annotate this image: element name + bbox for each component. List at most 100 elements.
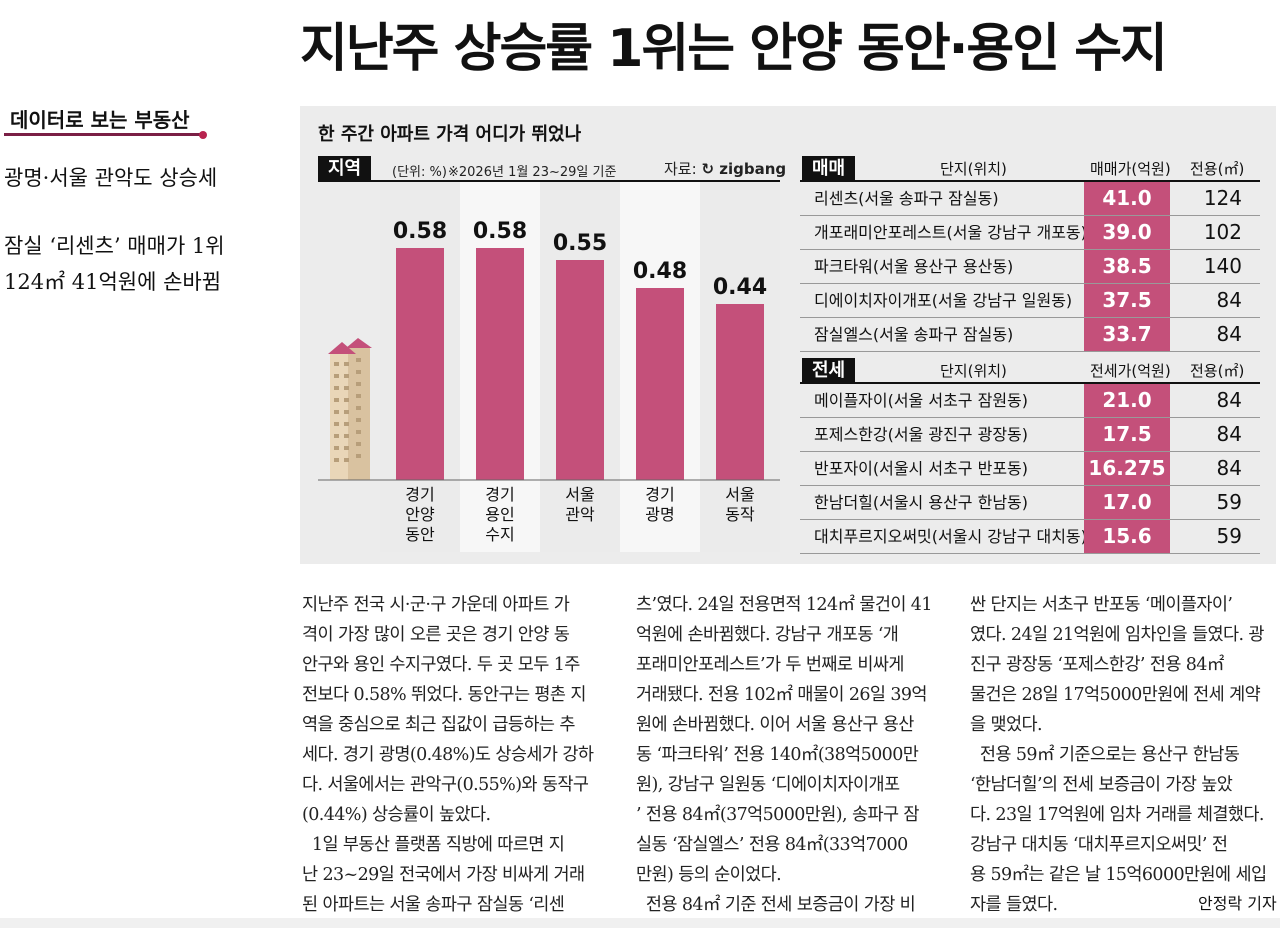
chart-data-label: 0.55 xyxy=(553,231,607,256)
chart-category-label: 동안 xyxy=(405,525,435,544)
article-line: 원에 손바뀜했다. 이어 서울 용산구 용산 xyxy=(636,715,914,735)
article-line: 세다. 경기 광명(0.48%)도 상승세가 강하 xyxy=(302,745,594,765)
headline: 지난주 상승률 1위는 안양 동안·용인 수지 xyxy=(300,19,1168,79)
jeonse-col-complex: 단지(위치) xyxy=(940,362,1007,380)
page-bottom-bar xyxy=(0,918,1280,928)
article-line: 거래됐다. 전용 102㎡ 매물이 26일 39억 xyxy=(636,685,928,705)
article-line: 안구와 용인 수지구였다. 두 곳 모두 1주 xyxy=(302,655,580,675)
jeonse-header-rule xyxy=(800,382,1260,384)
article-line: ‘한남더힐’의 전세 보증금이 가장 높았 xyxy=(970,775,1233,795)
sale-area: 140 xyxy=(1203,254,1242,278)
sale-area: 84 xyxy=(1216,288,1242,312)
article-line: 1일 부동산 플랫폼 직방에 따르면 지 xyxy=(302,835,565,855)
sale-col-area: 전용(㎡) xyxy=(1190,160,1245,178)
article-line: 실동 ‘잠실엘스’ 전용 84㎡(33억7000 xyxy=(636,835,908,855)
jeonse-complex-name: 메이플자이(서울 서초구 잠원동) xyxy=(814,391,1029,410)
jeonse-complex-name: 반포자이(서울시 서초구 반포동) xyxy=(814,459,1029,478)
chart-category-label: 동작 xyxy=(725,505,755,524)
article-line: 싼 단지는 서초구 반포동 ‘메이플자이’ xyxy=(970,595,1233,615)
jeonse-price: 17.0 xyxy=(1084,486,1170,519)
article-line: 만원) 등의 순이었다. xyxy=(636,865,782,885)
sale-complex-name: 파크타워(서울 용산구 용산동) xyxy=(814,257,1014,276)
jeonse-area: 84 xyxy=(1216,422,1242,446)
article-line: 강남구 대치동 ‘대치푸르지오써밋’ 전 xyxy=(970,835,1228,855)
byline: 안정락 기자 xyxy=(1198,894,1277,913)
chart-bar xyxy=(716,304,764,480)
sale-tag: 매매 xyxy=(802,156,856,182)
jeonse-area: 84 xyxy=(1216,388,1242,412)
jeonse-area: 84 xyxy=(1216,456,1242,480)
infographic-title: 한 주간 아파트 가격 어디가 뛰었나 xyxy=(318,124,582,145)
jeonse-tag: 전세 xyxy=(802,358,856,384)
section-title-underline xyxy=(4,133,200,136)
unit-note: (단위: %) xyxy=(392,165,447,180)
article-line: 진구 광장동 ‘포제스한강’ 전용 84㎡ xyxy=(970,655,1224,675)
chart-category-label: 서울 xyxy=(565,485,594,504)
article-column-2: 츠’였다. 24일 전용면적 124㎡ 물건이 41 억원에 손바뀜했다. 강남구… xyxy=(636,590,932,920)
chart-category-label: 경기 xyxy=(485,485,514,504)
chart-bar xyxy=(636,288,684,480)
jeonse-price: 17.5 xyxy=(1084,418,1170,451)
sale-price: 33.7 xyxy=(1084,318,1170,351)
summary-line-2: 잠실 ‘리센츠’ 매매가 1위 xyxy=(4,234,225,258)
article-line: 자를 들였다. xyxy=(970,895,1058,915)
article-line: 였다. 24일 21억원에 임차인을 들였다. 광 xyxy=(970,625,1264,645)
sale-complex-name: 리센츠(서울 송파구 잠실동) xyxy=(814,189,999,208)
article-line: 용 59㎡는 같은 날 15억6000만원에 세입 xyxy=(970,865,1267,885)
jeonse-col-price: 전세가(억원) xyxy=(1090,362,1171,380)
chart-category-label: 관악 xyxy=(565,505,595,524)
infographic-panel: 한 주간 아파트 가격 어디가 뛰었나 지역 (단위: %) ※2026년 1월… xyxy=(300,106,1276,564)
article-line: 된 아파트는 서울 송파구 잠실동 ‘리센 xyxy=(302,895,565,915)
sale-complex-name: 잠실엘스(서울 송파구 잠실동) xyxy=(814,325,1014,344)
summary-line-1: 광명·서울 관악도 상승세 xyxy=(4,166,218,190)
jeonse-area: 59 xyxy=(1216,490,1242,514)
sale-area: 124 xyxy=(1203,186,1242,210)
sale-area: 84 xyxy=(1216,322,1242,346)
section-title-dot xyxy=(199,131,207,139)
summary-line-3: 124㎡ 41억원에 손바뀜 xyxy=(4,270,222,294)
chart-bar xyxy=(556,260,604,480)
sale-row: 리센츠(서울 송파구 잠실동) 41.0 124 xyxy=(800,182,1260,216)
sale-price: 38.5 xyxy=(1084,250,1170,283)
chart-bar xyxy=(396,248,444,480)
article-line: 다. 서울에서는 관악구(0.55%)와 동작구 xyxy=(302,775,589,795)
sale-col-price: 매매가(억원) xyxy=(1090,160,1171,178)
chart-category-label: 수지 xyxy=(485,525,514,544)
sale-area: 102 xyxy=(1203,220,1242,244)
article-line: 을 맺었다. xyxy=(970,715,1043,735)
article-line: 난 23~29일 전국에서 가장 비싸게 거래 xyxy=(302,865,585,885)
chart-data-label: 0.58 xyxy=(473,219,527,244)
apartment-building-icon xyxy=(328,338,372,480)
chart-bar xyxy=(476,248,524,480)
article-line: 전용 84㎡ 기준 전세 보증금이 가장 비 xyxy=(636,895,916,915)
zigbang-logo-icon: ↻ zigbang xyxy=(701,160,787,178)
sale-row: 파크타워(서울 용산구 용산동) 38.5 140 xyxy=(800,250,1260,284)
article-line: 물건은 28일 17억5000만원에 전세 계약 xyxy=(970,685,1261,705)
sale-col-complex: 단지(위치) xyxy=(940,160,1007,178)
article-line: 전용 59㎡ 기준으로는 용산구 한남동 xyxy=(970,745,1240,765)
jeonse-price: 21.0 xyxy=(1084,384,1170,417)
article-line: 전보다 0.58% 뛰었다. 동안구는 평촌 지 xyxy=(302,685,586,705)
jeonse-row: 대치푸르지오써밋(서울시 강남구 대치동) 15.6 59 xyxy=(800,520,1260,554)
sale-price: 41.0 xyxy=(1084,182,1170,215)
source-label: 자료: xyxy=(664,160,697,178)
source: 자료: ↻ zigbang xyxy=(664,158,786,179)
article-line: (0.44%) 상승률이 높았다. xyxy=(302,805,491,825)
article-line: 원), 강남구 일원동 ‘디에이치자이개포 xyxy=(636,775,900,795)
jeonse-row: 메이플자이(서울 서초구 잠원동) 21.0 84 xyxy=(800,384,1260,418)
jeonse-complex-name: 포제스한강(서울 광진구 광장동) xyxy=(814,425,1029,444)
chart-category-label: 안양 xyxy=(405,505,435,524)
article-column-3: 싼 단지는 서초구 반포동 ‘메이플자이’ 였다. 24일 21억원에 임차인을 … xyxy=(970,590,1267,920)
chart-category-label: 경기 xyxy=(645,485,674,504)
article-column-1: 지난주 전국 시·군·구 가운데 아파트 가 격이 가장 많이 오른 곳은 경기 … xyxy=(302,590,594,920)
source-brand: zigbang xyxy=(719,160,787,178)
article-line: 다. 23일 17억원에 임차 거래를 체결했다. xyxy=(970,805,1264,825)
chart-data-label: 0.58 xyxy=(393,219,447,244)
jeonse-col-area: 전용(㎡) xyxy=(1190,362,1245,380)
jeonse-row: 한남더힐(서울시 용산구 한남동) 17.0 59 xyxy=(800,486,1260,520)
chart-category-label: 경기 xyxy=(405,485,434,504)
article-line: 츠’였다. 24일 전용면적 124㎡ 물건이 41 xyxy=(636,595,932,615)
date-note: ※2026년 1월 23~29일 기준 xyxy=(448,165,617,180)
chart-data-label: 0.48 xyxy=(633,259,687,284)
